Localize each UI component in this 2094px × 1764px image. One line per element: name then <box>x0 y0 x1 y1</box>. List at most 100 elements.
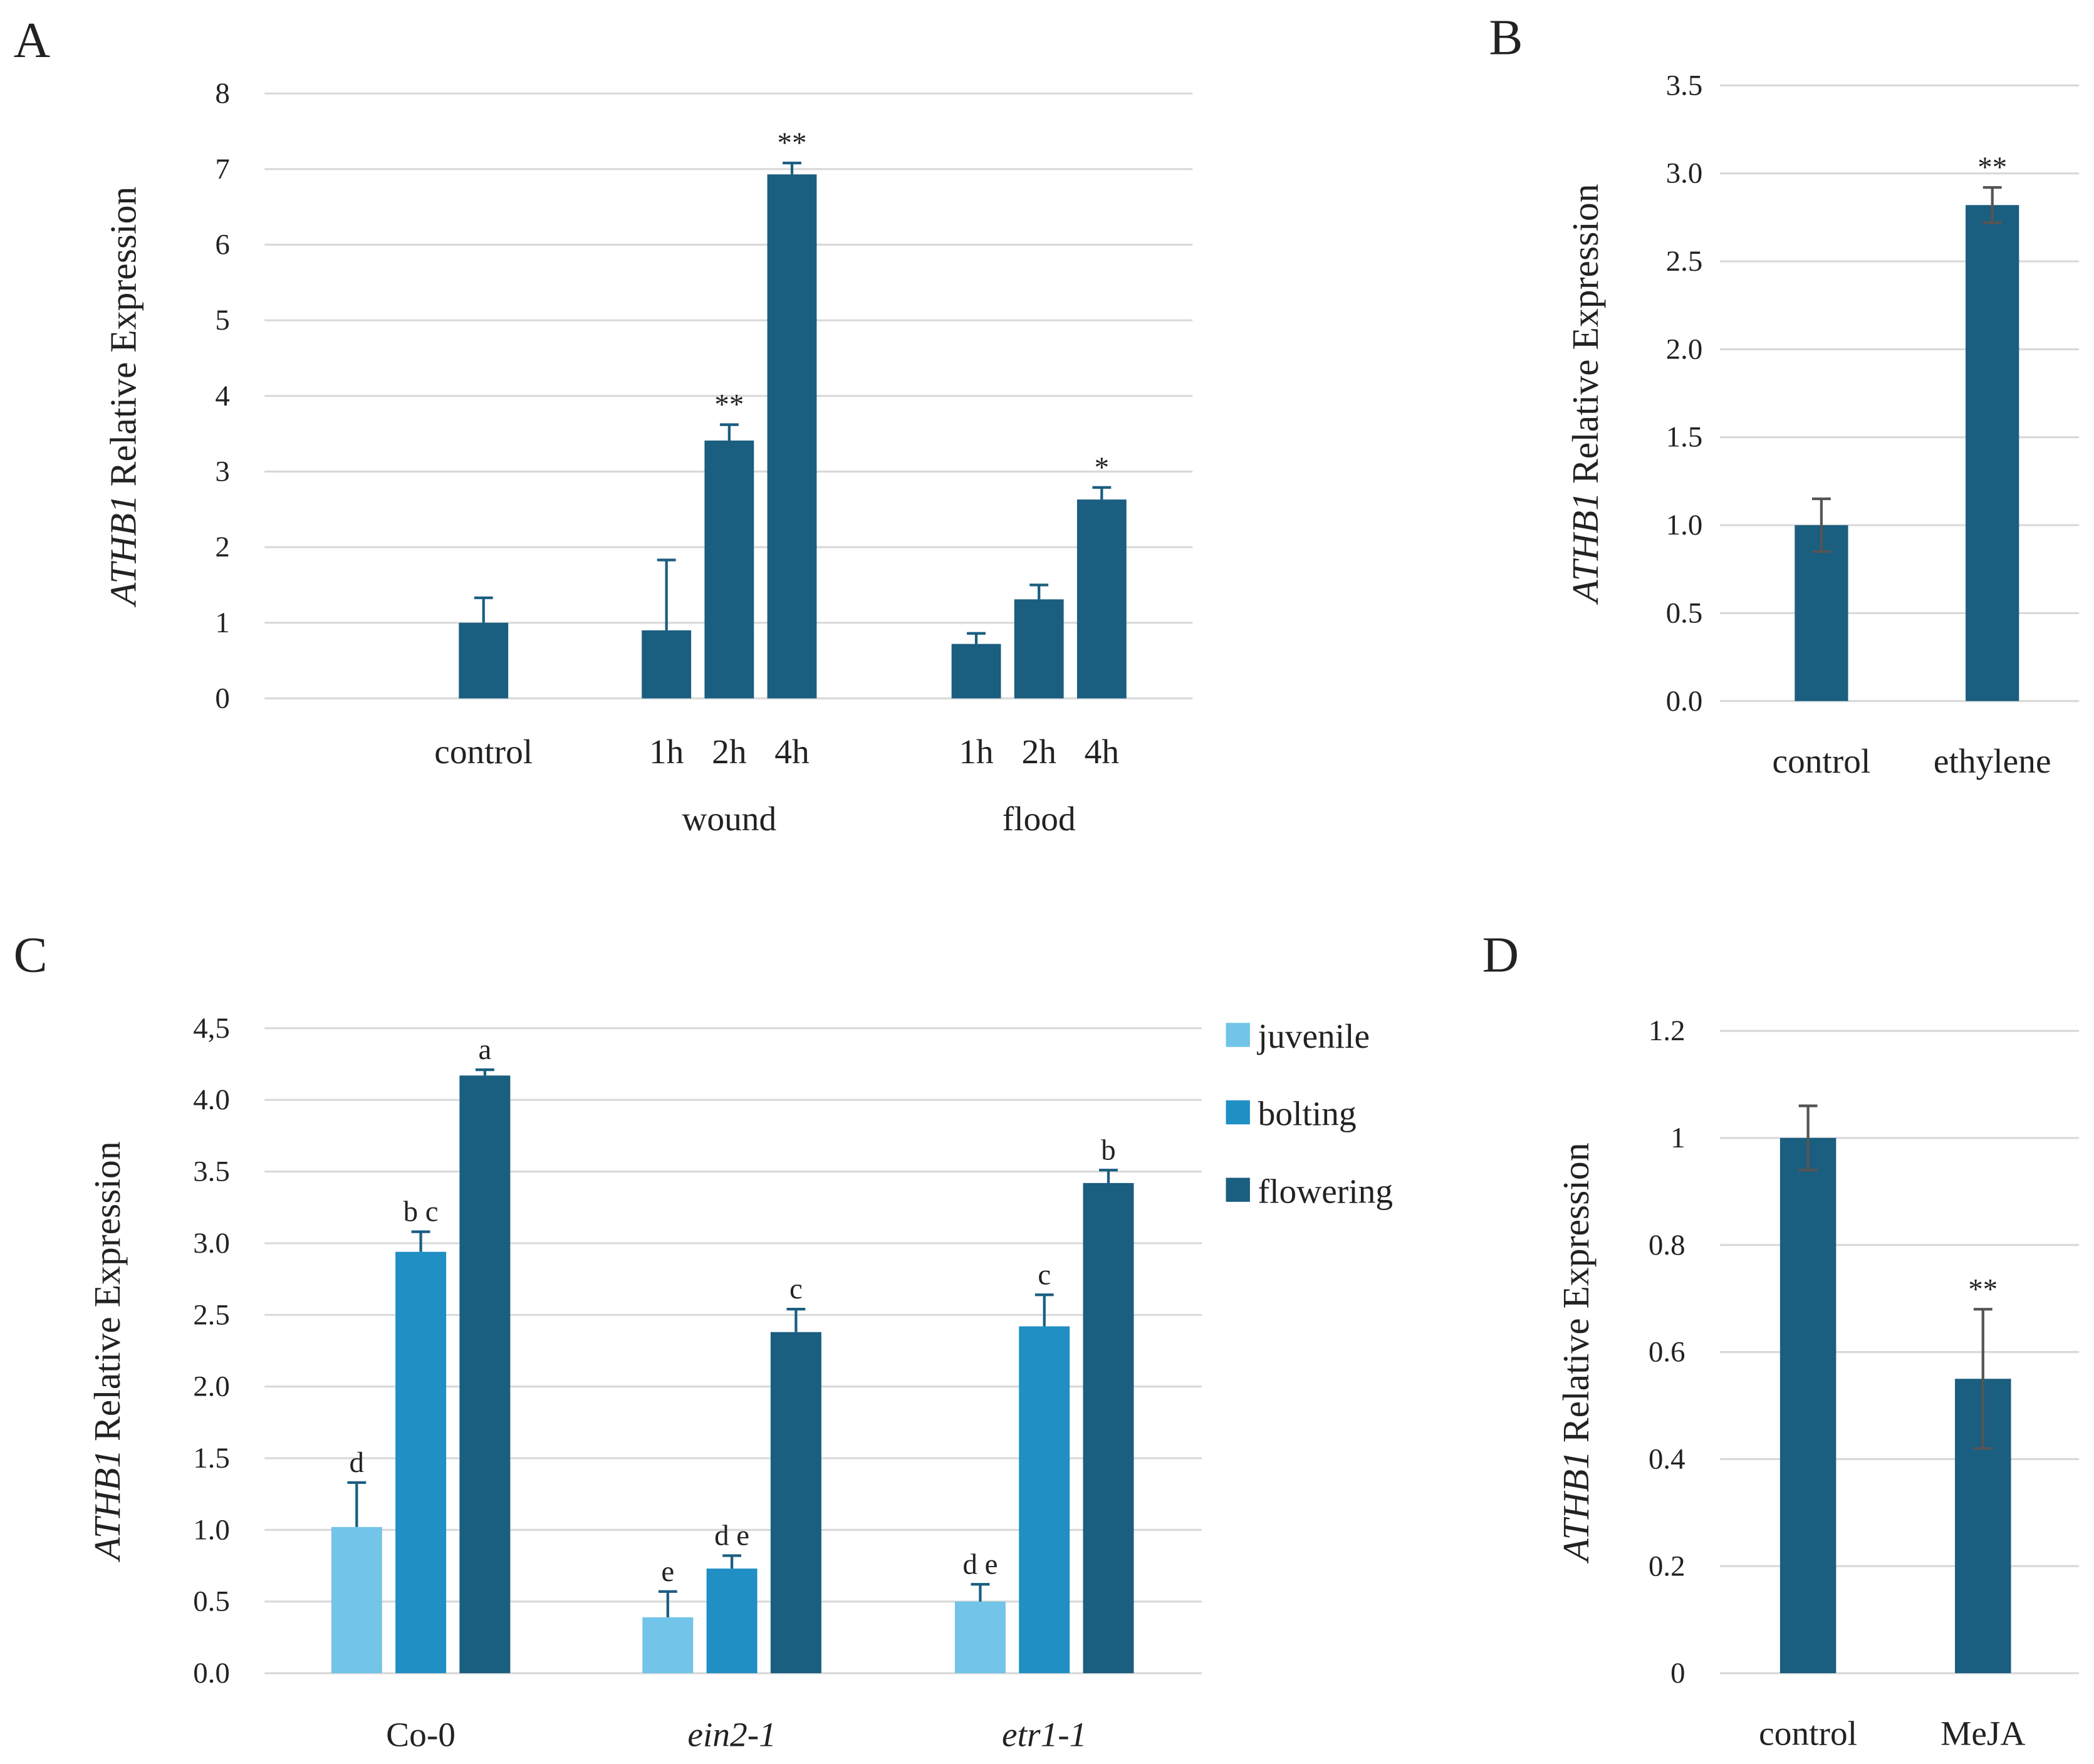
y-tick-label: 1.5 <box>1666 421 1703 454</box>
legend-label: flowering <box>1258 1172 1393 1210</box>
significance-label: b c <box>404 1196 439 1228</box>
error-bar <box>1982 186 2002 224</box>
y-tick-label: 7 <box>215 153 229 185</box>
y-tick-label: 0.5 <box>1666 597 1703 629</box>
x-tick-label: MeJA <box>1940 1714 2025 1752</box>
y-tick-label: 0.2 <box>1649 1550 1685 1582</box>
legend-swatch <box>1226 1177 1250 1202</box>
x-tick-label: control <box>434 733 533 771</box>
bar <box>459 1075 511 1674</box>
error-bar <box>1092 486 1112 500</box>
y-tick-label: 3.0 <box>1666 157 1703 190</box>
error-bar <box>786 1308 806 1332</box>
bar <box>1966 205 2019 701</box>
bar <box>954 1601 1006 1674</box>
legend-label: bolting <box>1258 1095 1357 1133</box>
error-bar <box>1973 1308 1992 1450</box>
y-axis-label-gene: ATHB1 <box>1555 1451 1597 1564</box>
significance-label: b <box>1101 1134 1115 1166</box>
significance-label: c <box>1038 1258 1051 1291</box>
y-tick-label: 8 <box>215 77 229 110</box>
bar <box>706 1568 758 1674</box>
y-tick-label: 0 <box>1670 1657 1685 1689</box>
error-bar <box>474 596 493 623</box>
error-bar <box>1029 583 1049 600</box>
y-tick-label: 2.5 <box>1666 245 1703 278</box>
error-bar <box>722 1554 742 1569</box>
y-axis-label-gene: ATHB1 <box>1565 492 1606 605</box>
y-axis-label: ATHB1 Relative Expression <box>86 1141 128 1562</box>
y-tick-label: 6 <box>215 228 229 261</box>
x-tick-label: etr1-1 <box>1002 1716 1086 1754</box>
x-tick-label: ethylene <box>1934 742 2051 780</box>
error-bar <box>1034 1293 1054 1327</box>
y-axis-label: ATHB1 Relative Expression <box>102 187 143 608</box>
y-tick-label: 1 <box>215 607 229 639</box>
significance-label: d e <box>714 1520 749 1552</box>
y-tick-label: 1.0 <box>1666 509 1703 541</box>
bar <box>642 1617 694 1674</box>
significance-label: c <box>789 1273 803 1305</box>
y-tick-label: 0.0 <box>193 1657 230 1689</box>
y-tick-label: 0.6 <box>1649 1336 1685 1369</box>
significance-label: a <box>478 1033 491 1066</box>
error-bar <box>967 632 986 644</box>
significance-label: e <box>661 1555 674 1588</box>
panel-label: D <box>1482 927 1519 983</box>
y-axis-label-text: Relative Expression <box>1565 184 1606 484</box>
error-bar <box>1812 497 1831 553</box>
y-axis-label-text: Relative Expression <box>102 187 143 487</box>
error-bar <box>411 1230 430 1252</box>
legend-label: juvenile <box>1257 1017 1370 1055</box>
y-axis-label: ATHB1 Relative Expression <box>1565 184 1606 605</box>
y-tick-label: 0.8 <box>1649 1229 1685 1261</box>
y-tick-label: 4,5 <box>193 1012 230 1045</box>
y-tick-label: 2.5 <box>193 1298 230 1331</box>
y-axis-label-text: Relative Expression <box>1555 1142 1597 1443</box>
group-label: flood <box>1003 800 1076 838</box>
y-tick-label: 1.0 <box>193 1513 230 1546</box>
error-bar <box>658 1590 677 1617</box>
y-axis-label-gene: ATHB1 <box>86 1449 128 1563</box>
bar <box>704 441 754 699</box>
x-tick-label: 4h <box>774 733 809 771</box>
bar <box>1076 499 1127 699</box>
significance-label: ** <box>1977 151 2007 184</box>
y-tick-label: 3 <box>215 455 229 488</box>
y-tick-label: 5 <box>215 304 229 337</box>
significance-label: ** <box>714 389 744 421</box>
y-tick-label: 0.5 <box>193 1585 230 1618</box>
panel-label: C <box>14 927 48 983</box>
x-tick-label: 1h <box>649 733 684 771</box>
y-axis-label-text: Relative Expression <box>86 1141 128 1441</box>
error-bar <box>657 558 676 630</box>
bar <box>951 644 1001 699</box>
error-bar <box>971 1583 990 1602</box>
error-bar <box>347 1481 367 1527</box>
x-tick-label: 4h <box>1085 733 1119 771</box>
y-axis-label: ATHB1 Relative Expression <box>1555 1142 1597 1563</box>
x-tick-label: Co-0 <box>386 1716 456 1754</box>
y-tick-label: 0.4 <box>1649 1443 1685 1475</box>
error-bar <box>1099 1169 1118 1183</box>
significance-label: * <box>1095 451 1109 484</box>
y-tick-label: 2.0 <box>193 1370 230 1403</box>
error-bar <box>783 162 801 175</box>
x-tick-label: 1h <box>959 733 993 771</box>
x-tick-label: 2h <box>1022 733 1056 771</box>
y-tick-label: 0 <box>215 682 229 714</box>
group-label: wound <box>682 800 776 838</box>
bar <box>395 1251 447 1674</box>
legend-swatch <box>1226 1023 1250 1047</box>
bar <box>1794 525 1848 701</box>
y-tick-label: 3.0 <box>193 1227 230 1260</box>
bar <box>1779 1137 1836 1674</box>
y-tick-label: 1.5 <box>193 1442 230 1474</box>
legend-swatch <box>1226 1100 1250 1125</box>
y-tick-label: 4.0 <box>193 1083 230 1116</box>
bar <box>642 630 692 699</box>
y-tick-label: 2 <box>215 531 229 563</box>
bar <box>459 622 509 699</box>
x-tick-label: control <box>1759 1714 1857 1752</box>
